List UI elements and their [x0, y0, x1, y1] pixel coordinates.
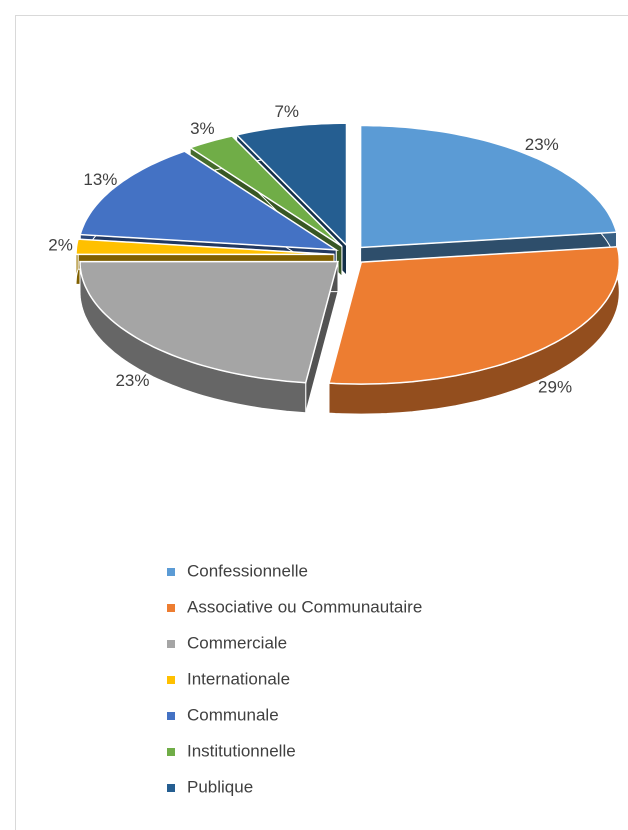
- data-label: 23%: [525, 135, 559, 154]
- legend-swatch: [167, 568, 175, 576]
- legend-label: Confessionnelle: [187, 561, 308, 580]
- legend-label: Internationale: [187, 669, 290, 688]
- legend-label: Institutionnelle: [187, 741, 296, 760]
- legend-label: Commerciale: [187, 633, 287, 652]
- legend-swatch: [167, 640, 175, 648]
- data-label: 29%: [538, 378, 572, 397]
- slice-top: [235, 122, 348, 248]
- slice-top: [79, 150, 339, 251]
- legend-label: Associative ou Communautaire: [187, 597, 422, 616]
- slice-top: [79, 260, 339, 384]
- legend-swatch: [167, 784, 175, 792]
- legend-swatch: [167, 748, 175, 756]
- legend-swatch: [167, 676, 175, 684]
- legend-swatch: [167, 712, 175, 720]
- slice-top: [75, 238, 335, 256]
- data-label: 2%: [48, 235, 73, 254]
- pie-slice: [328, 246, 621, 415]
- legend-label: Publique: [187, 777, 253, 796]
- data-label: 23%: [115, 371, 149, 390]
- legend-swatch: [167, 604, 175, 612]
- slice-top: [328, 246, 621, 385]
- data-label: 13%: [83, 170, 117, 189]
- slice-top: [359, 124, 618, 249]
- legend-label: Communale: [187, 705, 279, 724]
- data-label: 3%: [190, 119, 215, 138]
- pie-slice: [79, 260, 339, 414]
- data-label: 7%: [274, 102, 299, 121]
- slice-top: [188, 135, 343, 248]
